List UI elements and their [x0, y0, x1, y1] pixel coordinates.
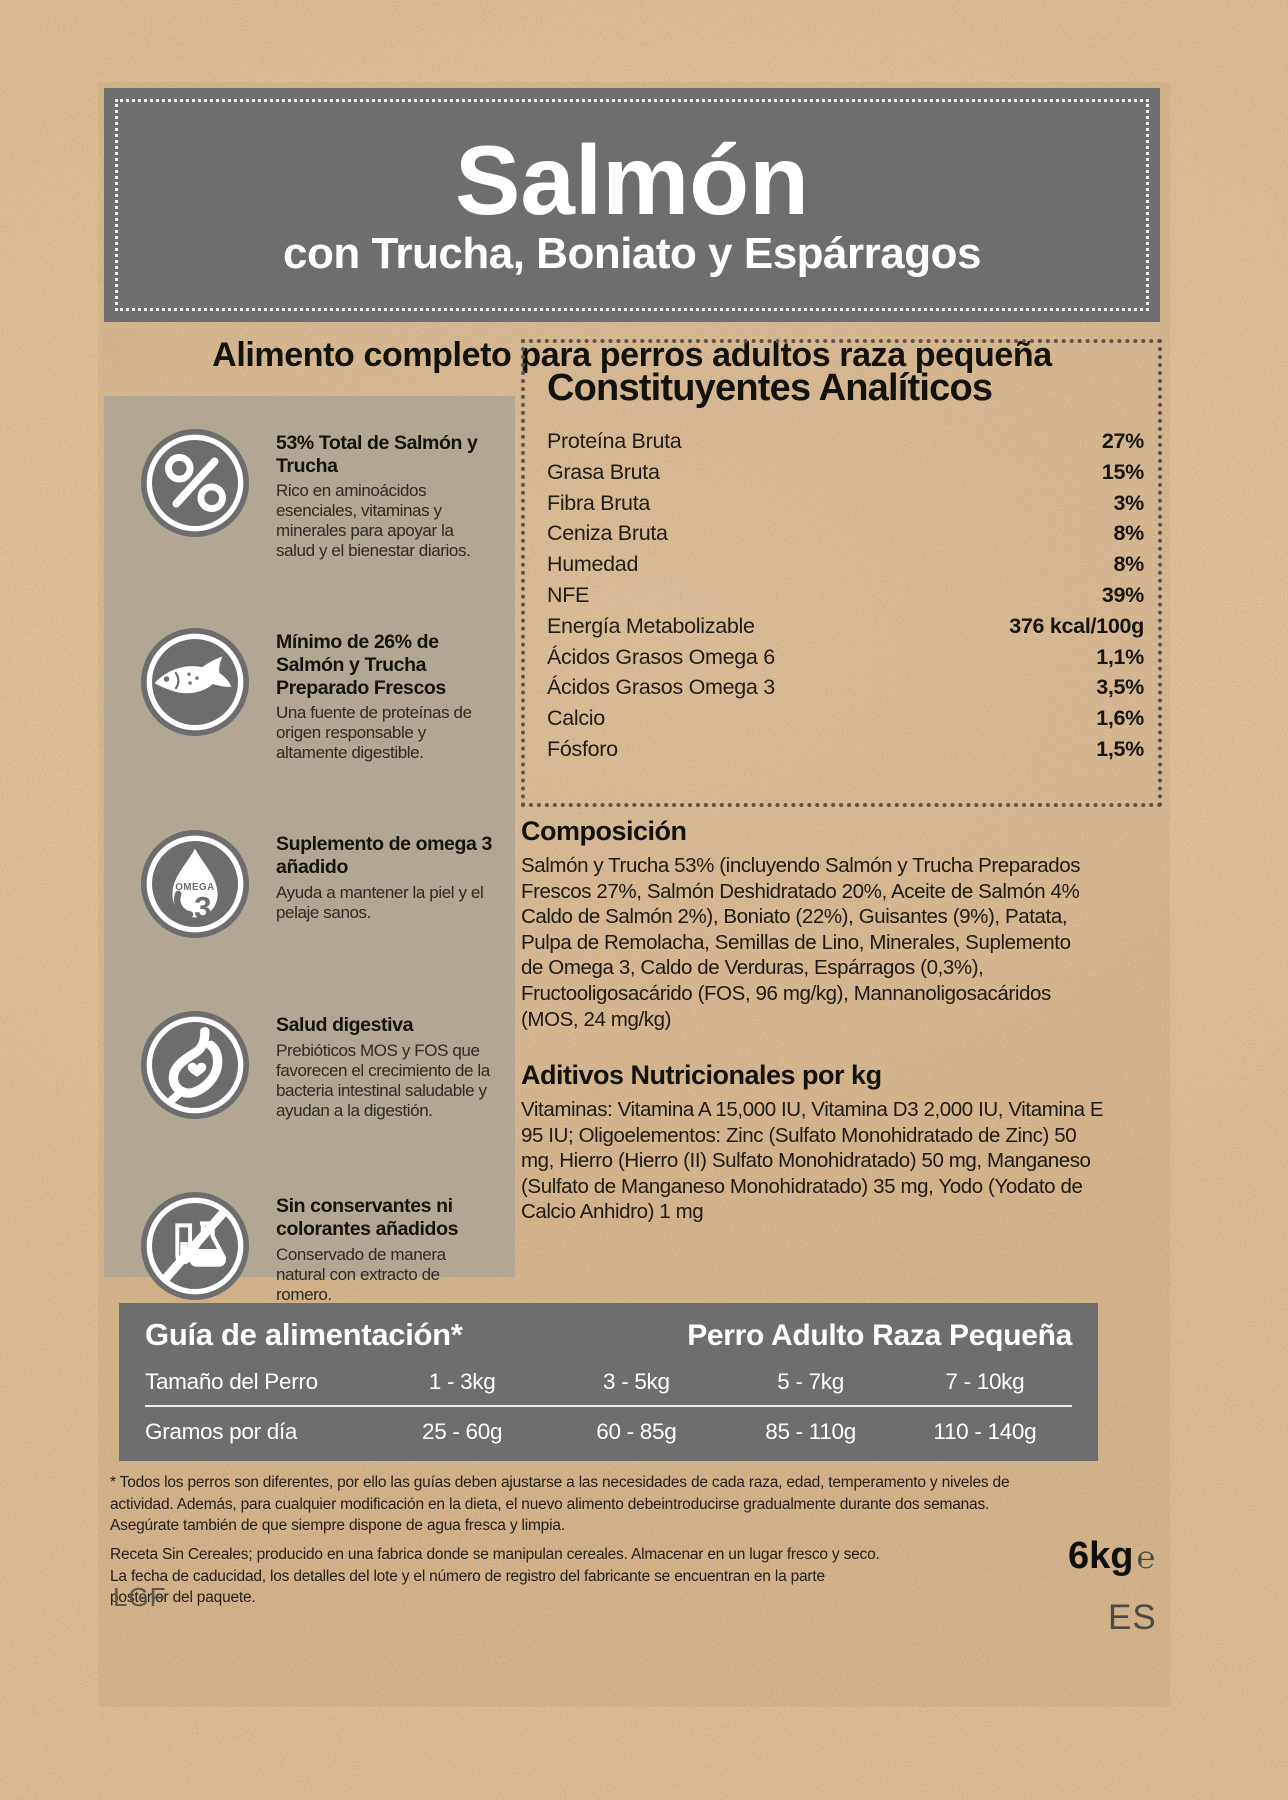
feeding-guide-title: Guía de alimentación*: [145, 1317, 463, 1352]
analytical-label: Grasa Bruta: [547, 459, 660, 484]
language-code: ES: [1108, 1598, 1157, 1637]
composition-title: Composición: [521, 816, 687, 846]
guide-footnote: * Todos los perros son diferentes, por e…: [110, 1474, 1010, 1534]
analytical-row: Ácidos Grasos Omega 6 1,1%: [547, 642, 1144, 673]
feature-title: 53% Total de Salmón y Trucha: [276, 432, 478, 477]
analytical-label: Fibra Bruta: [547, 490, 651, 515]
feeding-row-label: Gramos por día: [145, 1419, 298, 1444]
header-box: Salmón con Trucha, Boniato y Espárragos: [104, 88, 1160, 322]
fish-icon: [140, 627, 250, 763]
analytical-row: Proteína Bruta 27%: [547, 426, 1144, 457]
feeding-row-dog-size: Tamaño del Perro 1 - 3kg 3 - 5kg 5 - 7kg…: [145, 1369, 1072, 1395]
analytical-value: 1,1%: [1096, 644, 1144, 669]
analytical-value: 1,5%: [1096, 736, 1144, 761]
analytical-value: 15%: [1101, 459, 1144, 484]
analytical-label: NFE: [547, 582, 590, 607]
analytical-constituents-box: Constituyentes Analíticos Proteína Bruta…: [521, 339, 1162, 807]
net-weight: 6kg℮: [1068, 1535, 1155, 1578]
analytical-row: Calcio 1,6%: [547, 703, 1144, 734]
analytical-label: Ceniza Bruta: [547, 521, 668, 546]
analytical-value: 3%: [1113, 490, 1145, 515]
analytical-value: 8%: [1113, 521, 1145, 546]
feature-title: Mínimo de 26% de Salmón y Trucha Prepara…: [276, 631, 446, 699]
feature-description: Rico en aminoácidos esenciales, vitamina…: [276, 481, 471, 561]
feature-description: Conservado de manera natural con extract…: [276, 1244, 446, 1304]
feature-digestive-health: Salud digestiva Prebióticos MOS y FOS qu…: [140, 1010, 503, 1125]
feeding-cell: 25 - 60g: [422, 1419, 503, 1444]
analytical-label: Ácidos Grasos Omega 3: [547, 675, 775, 700]
analytical-label: Proteína Bruta: [547, 429, 682, 453]
feeding-cell: 3 - 5kg: [603, 1369, 670, 1394]
analytical-row: Grasa Bruta 15%: [547, 457, 1144, 488]
feeding-separator: [145, 1405, 1072, 1407]
analytical-title: Constituyentes Analíticos: [547, 367, 993, 409]
net-weight-value: 6kg: [1068, 1535, 1134, 1577]
analytical-row: Energía Metabolizable 376 kcal/100g: [547, 611, 1144, 642]
feeding-guide-subtitle: Perro Adulto Raza Pequeña: [687, 1319, 1072, 1352]
analytical-value: 39%: [1101, 582, 1144, 607]
feature-total-salmon: 53% Total de Salmón y Trucha Rico en ami…: [140, 428, 503, 561]
product-subtitle: con Trucha, Boniato y Espárragos: [283, 228, 981, 278]
stomach-icon: [140, 1010, 250, 1125]
feature-description: Ayuda a mantener la piel y el pelaje san…: [276, 882, 484, 922]
analytical-label: Ácidos Grasos Omega 6: [547, 644, 775, 669]
storage-footnote: Receta Sin Cereales; producido en una fa…: [110, 1546, 880, 1606]
additives-text: Vitaminas: Vitamina A 15,000 IU, Vitamin…: [521, 1098, 1104, 1224]
feature-no-preservatives: Sin conservantes ni colorantes añadidos …: [140, 1191, 503, 1306]
feeding-row-grams-per-day: Gramos por día 25 - 60g 60 - 85g 85 - 11…: [145, 1419, 1072, 1445]
feeding-cell: 110 - 140g: [933, 1419, 1037, 1444]
features-panel: 53% Total de Salmón y Trucha Rico en ami…: [104, 396, 515, 1304]
omega-number: 3: [194, 891, 211, 926]
feeding-cell: 60 - 85g: [596, 1419, 677, 1444]
product-title: Salmón: [455, 124, 809, 235]
composition-text: Salmón y Trucha 53% (incluyendo Salmón y…: [521, 854, 1081, 1031]
feeding-row-label: Tamaño del Perro: [145, 1369, 318, 1394]
additives-section: Aditivos Nutricionales por kg Vitaminas:…: [521, 1060, 1106, 1225]
composition-section: Composición Salmón y Trucha 53% (incluye…: [521, 816, 1096, 1032]
feeding-cell: 7 - 10kg: [945, 1369, 1025, 1394]
feature-title: Suplemento de omega 3 añadido: [276, 833, 492, 878]
no-preservatives-icon: [140, 1191, 250, 1306]
analytical-value: 1,6%: [1096, 706, 1144, 731]
analytical-row: NFE 39%: [547, 580, 1144, 611]
percent-icon: [140, 428, 250, 561]
feature-description: Una fuente de proteínas de origen respon…: [276, 703, 472, 763]
analytical-value: 8%: [1113, 552, 1145, 577]
feature-fresh-fish: Mínimo de 26% de Salmón y Trucha Prepara…: [140, 627, 503, 763]
feature-title: Salud digestiva: [276, 1014, 414, 1037]
analytical-value: 27%: [1101, 429, 1144, 453]
analytical-row: Ceniza Bruta 8%: [547, 518, 1144, 549]
feeding-cell: 1 - 3kg: [428, 1369, 496, 1394]
recipe-code: LGF: [113, 1582, 167, 1612]
analytical-row: Fósforo 1,5%: [547, 734, 1144, 765]
analytical-row: Ácidos Grasos Omega 3 3,5%: [547, 672, 1144, 703]
feature-omega3: OMEGA 3 Suplemento de omega 3 añadido Ay…: [140, 829, 503, 944]
analytical-row: Humedad 8%: [547, 549, 1144, 580]
additives-title: Aditivos Nutricionales por kg: [521, 1060, 882, 1090]
omega3-drop-icon: OMEGA 3: [140, 829, 250, 944]
feeding-cell: 85 - 110g: [765, 1419, 856, 1444]
analytical-label: Calcio: [547, 706, 605, 731]
analytical-value: 376 kcal/100g: [1009, 613, 1144, 638]
feature-title: Sin conservantes ni colorantes añadidos: [276, 1195, 459, 1240]
analytical-label: Fósforo: [547, 736, 618, 761]
analytical-row: Fibra Bruta 3%: [547, 488, 1144, 519]
feeding-cell: 5 - 7kg: [777, 1369, 844, 1394]
estimated-sign: ℮: [1136, 1540, 1156, 1575]
analytical-label: Humedad: [547, 552, 639, 577]
feeding-guide-table: Guía de alimentación* Perro Adulto Raza …: [119, 1303, 1098, 1461]
feature-description: Prebióticos MOS y FOS que favorecen el c…: [276, 1040, 490, 1121]
analytical-value: 3,5%: [1096, 675, 1144, 700]
analytical-label: Energía Metabolizable: [547, 613, 755, 638]
